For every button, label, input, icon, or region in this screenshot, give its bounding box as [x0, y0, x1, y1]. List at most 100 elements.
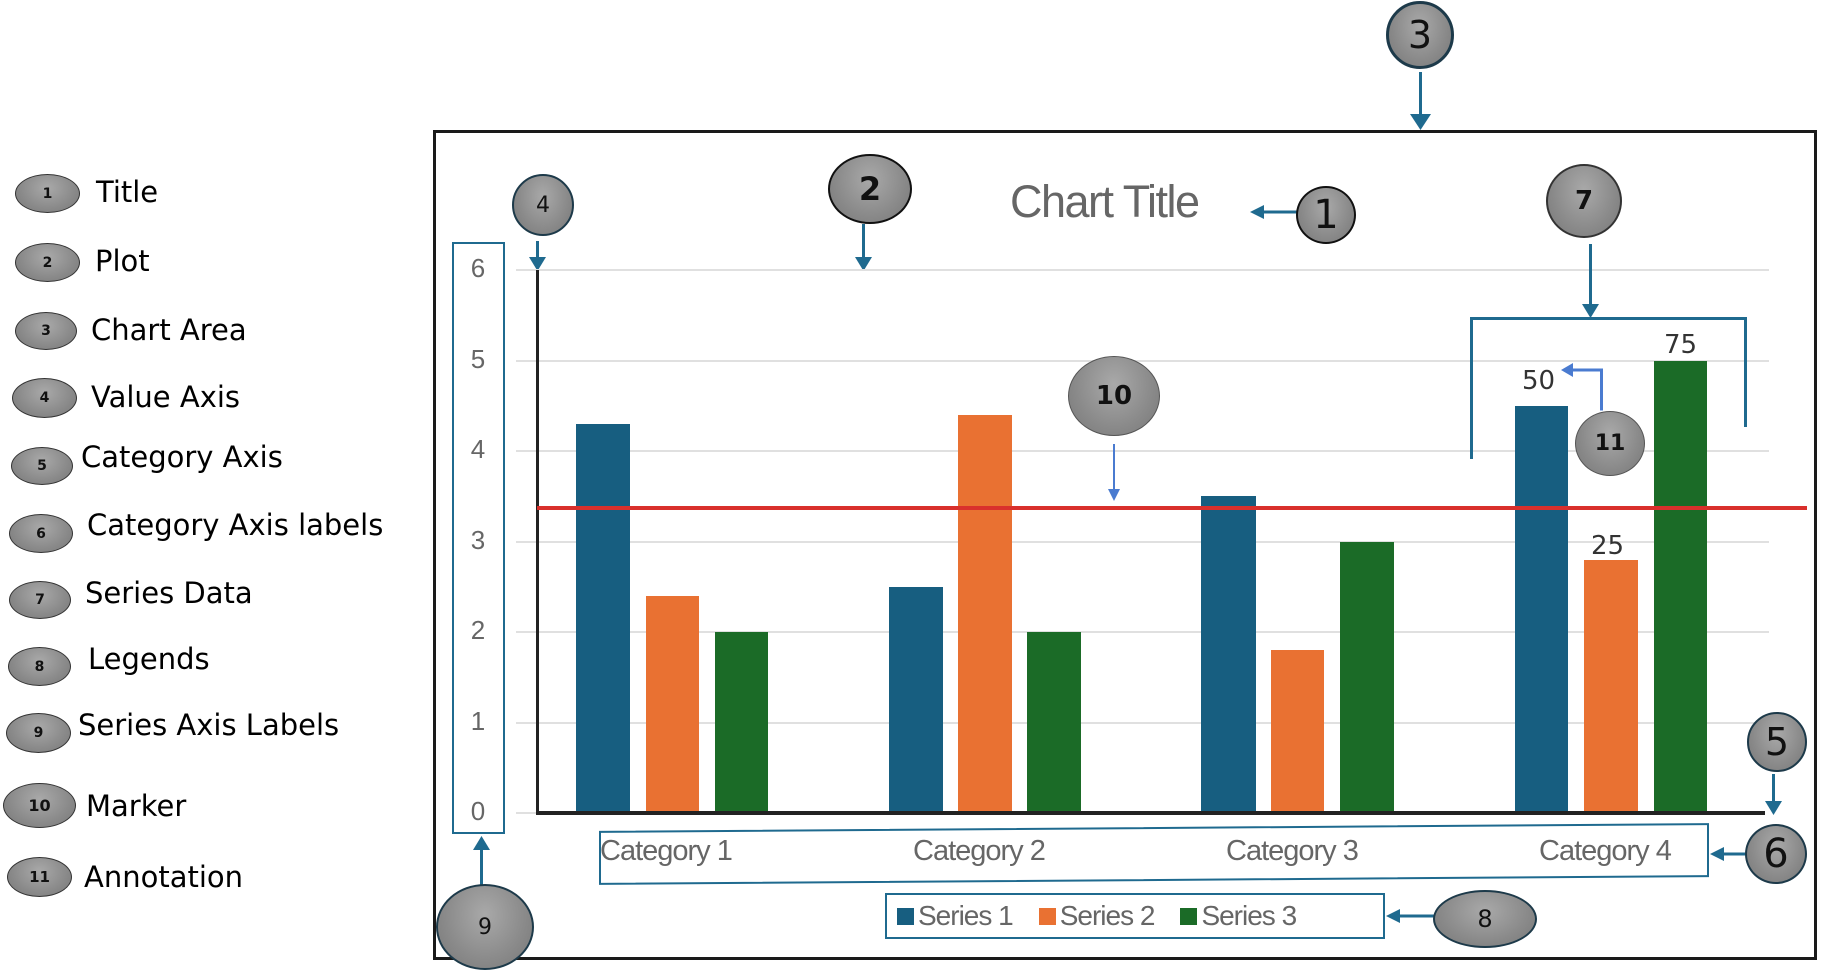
callout-badge-10: 10	[1068, 356, 1160, 436]
series-data-bracket-right	[1744, 317, 1747, 427]
bar-cat1-series3[interactable]	[715, 632, 768, 813]
key-badge-3: 3	[15, 312, 77, 350]
series-data-bracket	[1470, 317, 1747, 320]
legend-item-series3[interactable]: Series 3	[1180, 900, 1297, 932]
callout-badge-2: 2	[828, 154, 912, 224]
tick-label-6: 6	[470, 253, 486, 283]
key-label-category-axis-labels: Category Axis labels	[87, 508, 384, 542]
tick-label-0: 0	[470, 796, 486, 826]
arrowhead-icon	[473, 836, 490, 850]
key-label-legends: Legends	[88, 642, 210, 676]
bar-cat3-series3[interactable]	[1340, 542, 1394, 813]
callout-badge-4: 4	[512, 174, 574, 236]
annotation-arrow-icon	[1561, 363, 1603, 411]
bar-cat4-series3[interactable]	[1654, 361, 1707, 813]
legend-item-series1[interactable]: Series 1	[897, 900, 1014, 932]
tick-label-2: 2	[470, 615, 486, 645]
callout-arrow-4	[536, 241, 539, 261]
category-label-4: Category 4	[1539, 835, 1672, 867]
arrow-left-icon	[1710, 847, 1746, 861]
data-label-cat4-series2: 25	[1591, 531, 1625, 561]
key-label-title: Title	[96, 175, 159, 209]
arrowhead-icon	[529, 257, 546, 271]
tick-label-4: 4	[470, 434, 486, 464]
gridline-2	[516, 631, 1769, 633]
legend-item-series2[interactable]: Series 2	[1038, 900, 1155, 932]
legend-swatch-series2	[1038, 907, 1056, 925]
callout-badge-11: 11	[1575, 411, 1645, 476]
key-badge-1: 1	[15, 174, 80, 213]
callout-badge-6: 6	[1745, 824, 1807, 884]
marker-line	[537, 506, 1807, 510]
key-badge-7: 7	[9, 581, 71, 619]
category-label-2: Category 2	[913, 835, 1046, 867]
bar-cat4-series1[interactable]	[1515, 406, 1568, 813]
callout-badge-8: 8	[1433, 890, 1537, 948]
category-label-1: Category 1	[600, 835, 733, 867]
data-label-cat4-series3: 75	[1664, 330, 1698, 360]
gridline-3	[516, 541, 1769, 543]
chart-area	[433, 130, 1817, 960]
gridline-4	[516, 450, 1769, 452]
key-badge-8: 8	[8, 647, 71, 686]
callout-arrow-2	[862, 224, 865, 260]
value-axis-labels-box	[452, 242, 505, 834]
callout-badge-7: 7	[1546, 164, 1622, 238]
arrowhead-icon	[1410, 114, 1431, 130]
tick-label-3: 3	[470, 525, 486, 555]
bar-cat1-series1[interactable]	[576, 424, 630, 813]
tick-label-5: 5	[470, 344, 486, 374]
callout-arrow-5	[1772, 774, 1775, 804]
key-badge-11: 11	[7, 857, 72, 897]
gridline-0	[516, 812, 536, 814]
key-label-marker: Marker	[86, 789, 187, 823]
bar-cat2-series2[interactable]	[958, 415, 1012, 813]
key-label-category-axis: Category Axis	[81, 440, 283, 474]
key-badge-5: 5	[11, 447, 73, 485]
key-label-series-data: Series Data	[85, 576, 253, 610]
key-label-annotation: Annotation	[84, 860, 244, 894]
data-label-cat4-series1: 50	[1522, 366, 1556, 396]
value-axis-line	[536, 270, 539, 815]
bar-cat2-series1[interactable]	[889, 587, 943, 813]
bar-cat2-series3[interactable]	[1027, 632, 1081, 813]
callout-arrow-10	[1113, 444, 1115, 492]
legend-swatch-series3	[1180, 907, 1198, 925]
key-badge-6: 6	[9, 514, 73, 553]
tick-label-1: 1	[470, 706, 486, 736]
category-axis-line	[536, 811, 1765, 815]
gridline-6	[516, 269, 1769, 271]
series-legend: Series 1 Series 2 Series 3	[885, 893, 1385, 939]
key-badge-9: 9	[6, 713, 71, 753]
series-data-bracket-left	[1470, 317, 1473, 459]
bar-cat3-series2[interactable]	[1271, 650, 1324, 813]
chart-title: Chart Title	[1010, 176, 1200, 227]
arrow-left-icon	[1386, 909, 1434, 923]
callout-arrow-3	[1419, 72, 1422, 120]
bar-cat3-series1[interactable]	[1201, 496, 1256, 813]
legend-swatch-series1	[897, 907, 914, 925]
category-label-3: Category 3	[1226, 835, 1359, 867]
key-label-series-axis-labels: Series Axis Labels	[78, 708, 340, 742]
key-badge-10: 10	[3, 783, 76, 828]
key-badge-2: 2	[15, 243, 80, 282]
callout-arrow-7	[1589, 244, 1592, 308]
gridline-5	[516, 360, 1769, 362]
arrow-left-icon	[1250, 205, 1298, 219]
key-label-value-axis: Value Axis	[91, 380, 241, 414]
key-badge-4: 4	[12, 378, 77, 418]
arrowhead-icon	[1582, 304, 1599, 318]
bar-cat1-series2[interactable]	[646, 596, 699, 813]
callout-badge-5: 5	[1747, 712, 1807, 772]
arrowhead-icon	[1765, 801, 1782, 815]
key-label-plot: Plot	[95, 244, 150, 278]
gridline-1	[516, 722, 1769, 724]
callout-badge-1: 1	[1296, 186, 1356, 244]
arrowhead-icon	[855, 257, 872, 271]
bar-cat4-series2[interactable]	[1584, 560, 1638, 813]
callout-badge-9: 9	[436, 884, 534, 970]
callout-arrow-9	[480, 847, 483, 887]
key-label-chart-area: Chart Area	[91, 313, 247, 347]
arrowhead-icon	[1108, 489, 1120, 501]
callout-badge-3: 3	[1386, 1, 1454, 69]
